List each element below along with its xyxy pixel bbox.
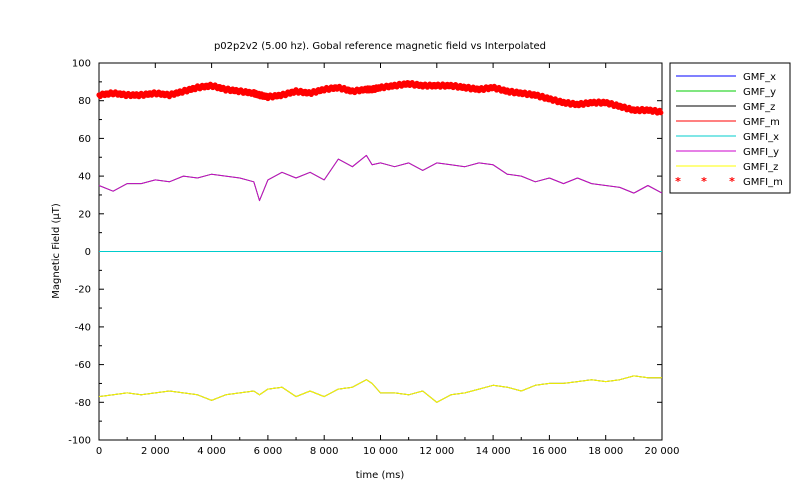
- x-tick-label: 20 000: [645, 446, 680, 457]
- chart-title: p02p2v2 (5.00 hz). Gobal reference magne…: [214, 41, 546, 52]
- legend-marker-gmfi-m: *: [729, 175, 735, 188]
- legend-box: [669, 62, 791, 194]
- x-tick-label: 14 000: [476, 446, 511, 457]
- y-tick-label: 60: [78, 134, 91, 145]
- x-axis: 0 2 000 4 000 6 000 8 000 10 000 12 000 14 000 1…: [96, 63, 680, 457]
- legend-label-gmf-y: GMF_y: [743, 87, 776, 98]
- legend: GMF_x GMF_y GMF_z GMF_m GMFI_x GMFI_y GMFI_z * *…: [669, 62, 791, 194]
- y-tick-label: 80: [78, 96, 91, 107]
- x-tick-label: 12 000: [419, 446, 454, 457]
- y-tick-label: -100: [68, 436, 91, 447]
- series-gmfi-z-line: [98, 375, 662, 403]
- y-tick-label: -60: [75, 360, 91, 371]
- legend-label-gmf-m: GMF_m: [743, 117, 780, 128]
- series-gmf-m-line: [98, 82, 663, 114]
- x-tick-label: 16 000: [532, 446, 567, 457]
- legend-label-gmfi-z: GMFI_z: [743, 162, 778, 173]
- x-axis-label: time (ms): [356, 470, 405, 481]
- y-tick-label: 100: [72, 59, 91, 70]
- x-tick-label: 4 000: [197, 446, 226, 457]
- legend-label-gmf-x: GMF_x: [743, 72, 776, 83]
- y-tick-label: 20: [78, 209, 91, 220]
- x-tick-label: 6 000: [254, 446, 283, 457]
- y-tick-label: -20: [75, 285, 91, 296]
- x-tick-label: 0: [96, 446, 102, 457]
- y-axis-label: Magnetic Field (μT): [51, 203, 62, 299]
- y-tick-label: -40: [75, 322, 91, 333]
- legend-label-gmfi-x: GMFI_x: [743, 132, 779, 143]
- legend-label-gmf-z: GMF_z: [743, 102, 775, 113]
- x-tick-label: 2 000: [141, 446, 170, 457]
- y-tick-label: 40: [78, 172, 91, 183]
- legend-marker-gmfi-m: *: [675, 175, 681, 188]
- legend-label-gmfi-y: GMFI_y: [743, 147, 779, 158]
- plot-area: 0 2 000 4 000 6 000 8 000 10 000 12 000 14 000 1…: [68, 59, 679, 458]
- y-tick-label: 0: [85, 247, 91, 258]
- legend-label-gmfi-m: GMFI_m: [743, 177, 783, 188]
- legend-marker-gmfi-m: *: [701, 175, 707, 188]
- y-tick-label: -80: [75, 398, 91, 409]
- x-tick-label: 10 000: [363, 446, 398, 457]
- x-tick-label: 8 000: [310, 446, 339, 457]
- series-gmf-z-line: [98, 375, 662, 403]
- series-layer: [96, 80, 664, 403]
- series-gmfi-y-line: [98, 154, 663, 202]
- x-tick-label: 18 000: [588, 446, 623, 457]
- y-axis: -100 -80 -60 -40 -20 0 20 40 60 80 100: [68, 59, 662, 447]
- series-gmfi-m: [96, 80, 664, 116]
